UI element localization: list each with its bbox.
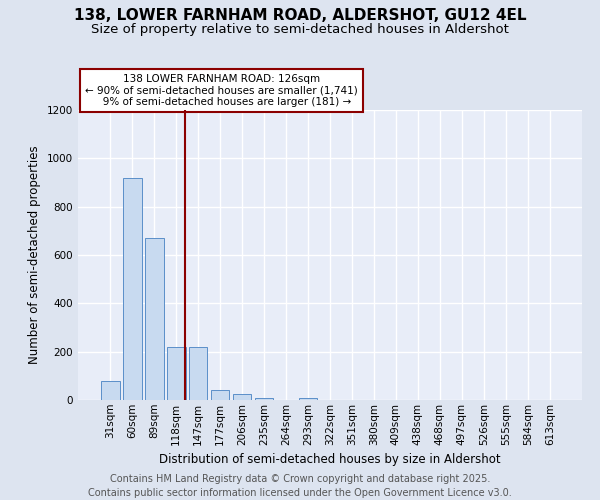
Bar — [189, 347, 208, 400]
Bar — [299, 398, 317, 400]
Bar — [145, 238, 164, 400]
Bar — [101, 380, 119, 400]
Text: 138, LOWER FARNHAM ROAD, ALDERSHOT, GU12 4EL: 138, LOWER FARNHAM ROAD, ALDERSHOT, GU12… — [74, 8, 526, 22]
Bar — [211, 390, 229, 400]
Text: 138 LOWER FARNHAM ROAD: 126sqm
← 90% of semi-detached houses are smaller (1,741): 138 LOWER FARNHAM ROAD: 126sqm ← 90% of … — [85, 74, 358, 107]
Text: Size of property relative to semi-detached houses in Aldershot: Size of property relative to semi-detach… — [91, 22, 509, 36]
Bar — [255, 398, 274, 400]
Bar — [233, 394, 251, 400]
X-axis label: Distribution of semi-detached houses by size in Aldershot: Distribution of semi-detached houses by … — [159, 453, 501, 466]
Bar — [167, 347, 185, 400]
Bar — [123, 178, 142, 400]
Y-axis label: Number of semi-detached properties: Number of semi-detached properties — [28, 146, 41, 364]
Text: Contains HM Land Registry data © Crown copyright and database right 2025.
Contai: Contains HM Land Registry data © Crown c… — [88, 474, 512, 498]
